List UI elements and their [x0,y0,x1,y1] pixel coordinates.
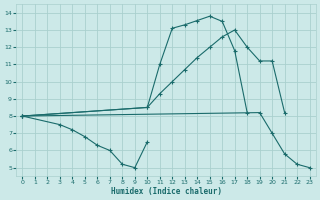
X-axis label: Humidex (Indice chaleur): Humidex (Indice chaleur) [110,187,221,196]
